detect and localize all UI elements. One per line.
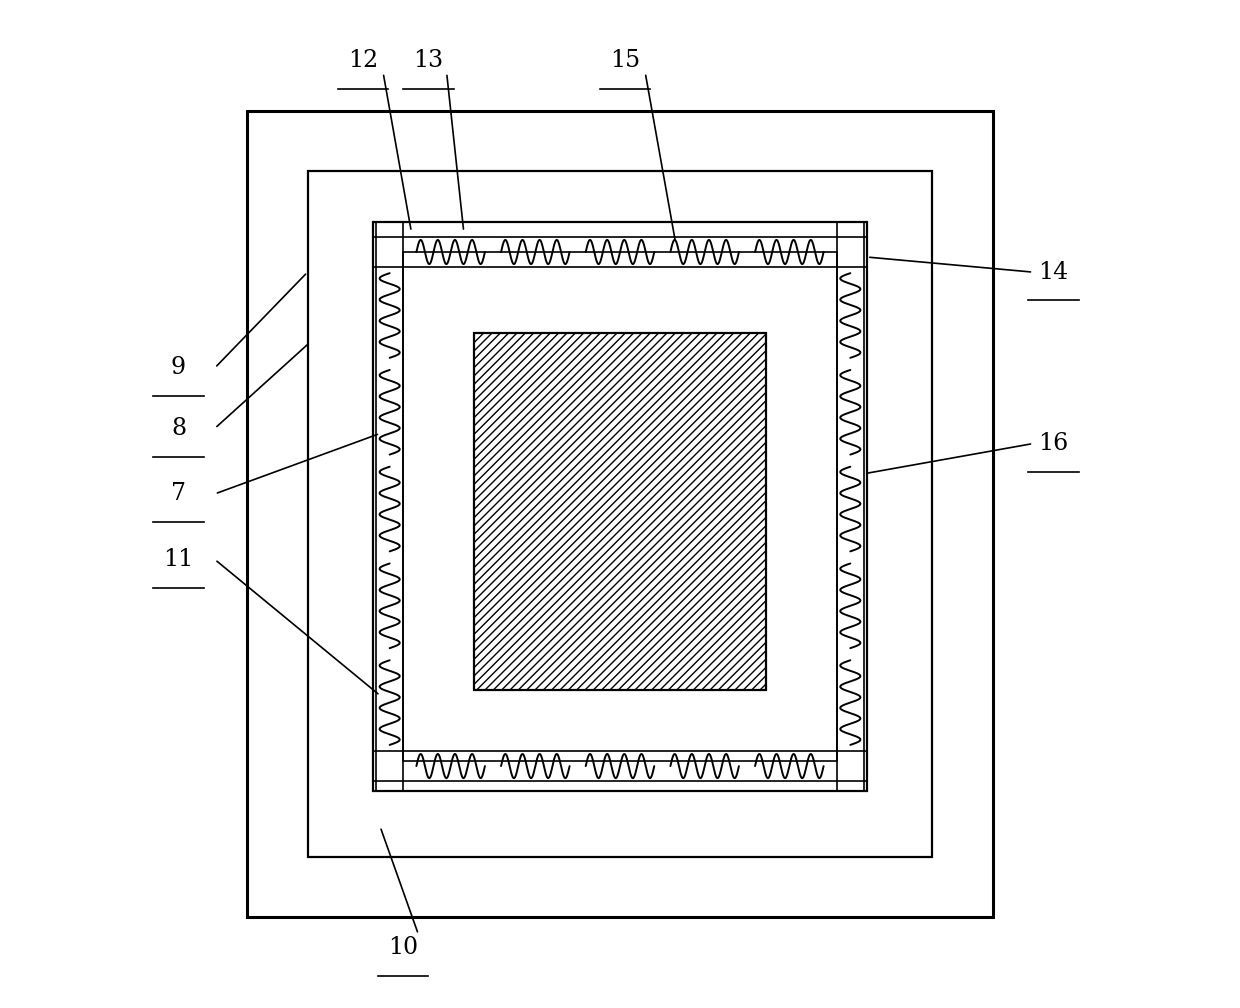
- Text: 16: 16: [1038, 432, 1069, 455]
- Text: 12: 12: [348, 49, 378, 72]
- Text: 10: 10: [388, 936, 418, 959]
- Bar: [308, 171, 932, 857]
- Text: 13: 13: [413, 49, 444, 72]
- Text: 15: 15: [610, 49, 640, 72]
- Text: 9: 9: [171, 357, 186, 379]
- Text: 11: 11: [164, 548, 193, 571]
- Bar: [403, 252, 837, 761]
- Bar: [474, 333, 766, 690]
- Text: 14: 14: [1038, 261, 1069, 283]
- Bar: [373, 222, 867, 791]
- Text: 7: 7: [171, 483, 186, 505]
- Bar: [247, 111, 993, 917]
- Text: 8: 8: [171, 417, 186, 439]
